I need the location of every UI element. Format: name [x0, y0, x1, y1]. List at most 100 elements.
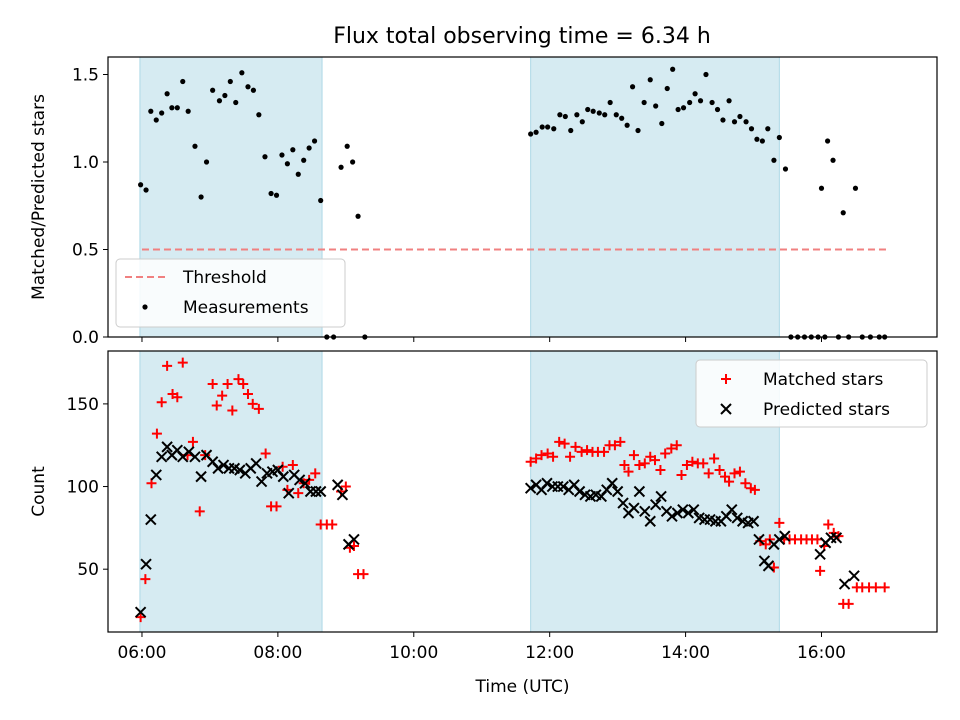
measurement-point — [647, 77, 653, 83]
measurement-point — [709, 99, 715, 106]
bottom-panel: 50 100 150 06:00 08:00 10:00 12:00 14:00 16:00 Co… — [29, 350, 938, 697]
matched-star-point — [714, 465, 725, 476]
x-tick-label: 06:00 — [117, 643, 166, 663]
measurement-point — [852, 185, 859, 191]
matched-star-point — [666, 443, 677, 454]
matched-star-point — [536, 450, 547, 461]
measurement-point — [250, 87, 257, 93]
measurement-point — [227, 78, 233, 85]
y-tick-label: 0.0 — [72, 328, 99, 348]
matched-star-point — [293, 488, 304, 499]
legend-measurements-swatch — [142, 304, 148, 310]
x-tick-label: 08:00 — [253, 643, 302, 663]
matched-star-point — [815, 565, 826, 576]
measurement-point — [737, 113, 743, 120]
predicted-star-point — [633, 485, 646, 498]
matched-star-point — [207, 379, 218, 390]
predicted-star-point — [348, 533, 360, 546]
measurement-point — [714, 106, 721, 113]
measurement-point — [174, 105, 180, 111]
predicted-star-point — [779, 530, 791, 542]
matched-star-point — [162, 360, 173, 371]
matched-star-point — [327, 519, 338, 530]
predicted-star-point — [195, 470, 207, 483]
matched-star-point — [650, 455, 661, 466]
matched-star-point — [135, 612, 146, 623]
predicted-star-point — [731, 512, 743, 524]
predicted-star-point — [255, 475, 268, 488]
measurement-point — [659, 120, 665, 127]
predicted-star-point — [617, 497, 629, 509]
measurement-point — [198, 194, 204, 200]
measurement-point — [840, 210, 846, 216]
matched-star-point — [570, 441, 581, 452]
predicted-star-point — [310, 485, 322, 498]
measurement-point — [680, 105, 687, 111]
matched-star-point — [177, 357, 188, 368]
predicted-star-point — [666, 510, 678, 523]
predicted-star-point — [331, 479, 344, 491]
measurement-point — [607, 99, 613, 106]
measurement-point — [169, 105, 175, 111]
predicted-star-point — [655, 490, 667, 503]
measurement-point — [290, 147, 296, 153]
predicted-star-point — [277, 470, 290, 483]
y-tick-label: 150 — [67, 395, 99, 415]
predicted-star-point — [524, 482, 537, 494]
matched-star-point — [812, 534, 823, 545]
predicted-star-point — [134, 606, 147, 618]
matched-star-point — [724, 476, 735, 487]
predicted-star-point — [150, 469, 162, 481]
top-legend: Threshold Measurements — [115, 258, 346, 328]
predicted-star-point — [145, 513, 157, 526]
y-tick-label: 100 — [67, 478, 99, 498]
legend-threshold-label: Threshold — [182, 268, 267, 288]
x-tick-label: 10:00 — [389, 643, 438, 663]
measurement-point — [185, 108, 191, 114]
matched-star-point — [559, 438, 570, 449]
legend-box — [115, 258, 346, 328]
matched-star-point — [676, 469, 687, 480]
matched-star-point — [703, 468, 714, 479]
legend-predicted-swatch — [720, 403, 732, 415]
measurement-point — [159, 110, 165, 116]
measurement-point — [533, 129, 539, 135]
measurement-point — [613, 112, 619, 118]
measurement-point — [687, 99, 693, 106]
top-panel: 0.0 0.5 1.0 1.5 Matched/Predicted stars Thres… — [29, 56, 938, 348]
measurement-point — [754, 136, 760, 142]
matched-star-point — [623, 466, 634, 477]
measurement-point — [279, 152, 285, 158]
predicted-star-point — [189, 451, 201, 463]
matched-star-point — [172, 392, 183, 403]
matched-star-point — [749, 484, 760, 495]
predicted-star-point — [644, 515, 656, 527]
matched-star-point — [151, 428, 162, 439]
measurement-point — [153, 117, 159, 123]
matched-star-point — [655, 465, 666, 476]
legend-measurements-label: Measurements — [183, 298, 309, 318]
measurement-point — [562, 113, 568, 120]
observing-window-band — [530, 56, 780, 338]
matched-star-point — [233, 374, 244, 385]
measurement-point — [338, 164, 344, 170]
matched-star-point — [671, 440, 682, 451]
predicted-star-point — [747, 515, 760, 527]
matched-star-point — [253, 403, 264, 414]
matched-star-point — [531, 453, 542, 464]
matched-star-point — [247, 398, 258, 409]
matched-star-point — [628, 450, 639, 461]
matched-star-point — [217, 390, 228, 401]
measurement-point — [743, 119, 749, 125]
predicted-star-point — [649, 499, 662, 511]
predicted-star-point — [830, 532, 843, 544]
measurement-point — [619, 115, 625, 121]
legend-predicted-label: Predicted stars — [763, 400, 890, 420]
measurement-point — [748, 126, 755, 132]
measurement-point — [771, 157, 777, 163]
measurement-point — [664, 85, 670, 92]
measurement-point — [629, 84, 636, 90]
measurement-point — [268, 190, 274, 197]
matched-star-point — [740, 478, 751, 489]
measurement-point — [295, 171, 301, 177]
